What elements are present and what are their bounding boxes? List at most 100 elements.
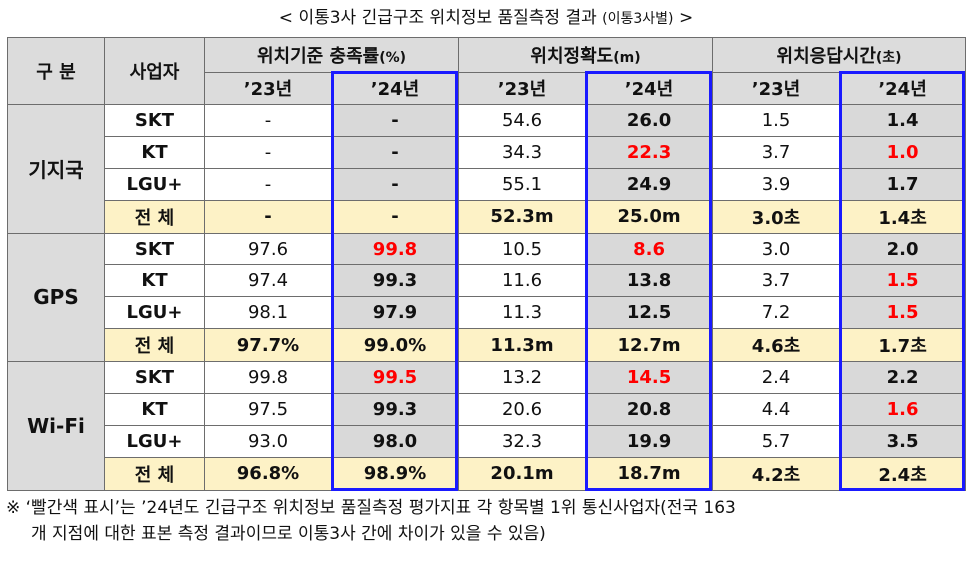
value-cell-2023: - <box>204 103 332 137</box>
value-cell-2023: 2.4 <box>712 361 841 395</box>
group-label: GPS <box>7 232 105 363</box>
total-cell-2024: 2.4초 <box>839 456 967 492</box>
value-cell-2024: 8.6 <box>585 232 714 266</box>
year-curr: ’24년 <box>330 72 460 105</box>
value-cell-2023: 32.3 <box>458 425 587 458</box>
value-cell-2023: 1.5 <box>712 103 841 137</box>
carrier-label: LGU+ <box>104 296 205 330</box>
total-cell-2023: - <box>204 199 332 234</box>
carrier-label: KT <box>104 135 205 169</box>
header-metric-rate: 위치기준 충족률(%) <box>203 37 460 73</box>
total-cell-2024: 25.0m <box>585 199 714 234</box>
carrier-label: LGU+ <box>104 167 205 201</box>
value-cell-2024: 14.5 <box>585 361 714 395</box>
value-cell-2023: 11.6 <box>458 264 587 298</box>
value-cell-2024: 2.2 <box>839 361 967 395</box>
carrier-label: LGU+ <box>104 425 205 458</box>
value-cell-2024: 1.0 <box>839 135 967 169</box>
total-cell-2023: 96.8% <box>204 456 332 492</box>
total-cell-2023: 3.0초 <box>712 199 841 234</box>
value-cell-2024: 1.4 <box>839 103 967 137</box>
footnote: ※ ‘빨간색 표시’는 ’24년도 긴급구조 위치정보 품질측정 평가지표 각 … <box>6 495 970 547</box>
header-metric-accuracy: 위치정확도(m) <box>458 37 714 73</box>
footnote-line1: ※ ‘빨간색 표시’는 ’24년도 긴급구조 위치정보 품질측정 평가지표 각 … <box>6 498 736 518</box>
total-label: 전 체 <box>104 199 205 234</box>
value-cell-2023: 93.0 <box>204 425 332 458</box>
year-header-row: ’23년 ’24년 ’23년 ’24년 ’23년 ’24년 <box>8 72 967 105</box>
value-cell-2024: 26.0 <box>585 103 714 137</box>
value-cell-2023: 3.7 <box>712 264 841 298</box>
value-cell-2023: 55.1 <box>458 167 587 201</box>
value-cell-2024: - <box>330 103 460 137</box>
carrier-label: KT <box>104 264 205 298</box>
value-cell-2024: - <box>330 167 460 201</box>
total-cell-2024: 1.4초 <box>839 199 967 234</box>
value-cell-2024: 97.9 <box>330 296 460 330</box>
header-carrier: 사업자 <box>104 37 205 105</box>
value-cell-2024: 1.6 <box>839 393 967 427</box>
total-cell-2024: 1.7초 <box>839 328 967 363</box>
value-cell-2024: 3.5 <box>839 425 967 458</box>
table-row: LGU+ 98.1 97.9 11.3 12.5 7.2 1.5 <box>8 296 967 330</box>
value-cell-2023: 34.3 <box>458 135 587 169</box>
carrier-label: SKT <box>104 361 205 395</box>
value-cell-2024: 12.5 <box>585 296 714 330</box>
results-table: 구 분 사업자 위치기준 충족률(%) 위치정확도(m) 위치응답시간(초) ’… <box>7 37 967 492</box>
value-cell-2024: 99.5 <box>330 361 460 395</box>
table-row: LGU+ 93.0 98.0 32.3 19.9 5.7 3.5 <box>8 425 967 458</box>
footnote-line2: 개 지점에 대한 표본 측정 결과이므로 이통3사 간에 차이가 있을 수 있음… <box>31 524 546 544</box>
value-cell-2023: 11.3 <box>458 296 587 330</box>
value-cell-2023: 3.7 <box>712 135 841 169</box>
value-cell-2024: 22.3 <box>585 135 714 169</box>
value-cell-2023: 54.6 <box>458 103 587 137</box>
total-row: 전 체 97.7% 99.0% 11.3m 12.7m 4.6초 1.7초 <box>8 328 967 363</box>
value-cell-2023: 3.0 <box>712 232 841 266</box>
total-label: 전 체 <box>104 328 205 363</box>
value-cell-2023: 10.5 <box>458 232 587 266</box>
value-cell-2024: 24.9 <box>585 167 714 201</box>
table-row: KT 97.5 99.3 20.6 20.8 4.4 1.6 <box>8 393 967 427</box>
year-prev: ’23년 <box>712 72 841 105</box>
group-label: 기지국 <box>7 103 105 234</box>
total-cell-2023: 52.3m <box>458 199 587 234</box>
total-cell-2024: 12.7m <box>585 328 714 363</box>
table-row: GPS SKT 97.6 99.8 10.5 8.6 3.0 2.0 <box>7 232 967 363</box>
value-cell-2024: 1.5 <box>839 296 967 330</box>
total-cell-2023: 97.7% <box>204 328 332 363</box>
carrier-label: SKT <box>104 103 205 137</box>
value-cell-2024: 1.7 <box>839 167 967 201</box>
value-cell-2024: 1.5 <box>839 264 967 298</box>
value-cell-2023: 4.4 <box>712 393 841 427</box>
header-row: 구 분 사업자 위치기준 충족률(%) 위치정확도(m) 위치응답시간(초) <box>7 37 967 105</box>
year-prev: ’23년 <box>458 72 587 105</box>
total-cell-2024: 98.9% <box>330 456 460 492</box>
year-curr: ’24년 <box>585 72 714 105</box>
value-cell-2023: - <box>204 135 332 169</box>
year-prev: ’23년 <box>204 72 332 105</box>
total-cell-2024: - <box>330 199 460 234</box>
value-cell-2023: 97.4 <box>204 264 332 298</box>
header-metric-response: 위치응답시간(초) <box>712 37 967 73</box>
total-cell-2023: 20.1m <box>458 456 587 492</box>
total-cell-2023: 4.6초 <box>712 328 841 363</box>
table-row: Wi-Fi SKT 99.8 99.5 13.2 14.5 2.4 2.2 <box>7 361 967 491</box>
year-curr: ’24년 <box>839 72 967 105</box>
value-cell-2023: - <box>204 167 332 201</box>
value-cell-2024: 20.8 <box>585 393 714 427</box>
value-cell-2023: 97.5 <box>204 393 332 427</box>
value-cell-2024: - <box>330 135 460 169</box>
value-cell-2024: 2.0 <box>839 232 967 266</box>
value-cell-2023: 5.7 <box>712 425 841 458</box>
carrier-label: SKT <box>104 232 205 266</box>
value-cell-2023: 13.2 <box>458 361 587 395</box>
value-cell-2024: 99.3 <box>330 393 460 427</box>
total-label: 전 체 <box>104 456 205 492</box>
title-close: > <box>678 8 694 28</box>
value-cell-2024: 13.8 <box>585 264 714 298</box>
value-cell-2023: 97.6 <box>204 232 332 266</box>
table-row: KT - -34.3 22.3 3.7 1.0 <box>8 135 967 169</box>
table-row: 기지국 SKT - -54.6 26.0 1.5 1.4 <box>7 103 967 234</box>
total-row: 전 체 - -52.3m 25.0m 3.0초 1.4초 <box>8 199 967 234</box>
table-title: < 이통3사 긴급구조 위치정보 품질측정 결과 (이통3사별) > <box>0 5 972 31</box>
table-row: KT 97.4 99.3 11.6 13.8 3.7 1.5 <box>8 264 967 298</box>
